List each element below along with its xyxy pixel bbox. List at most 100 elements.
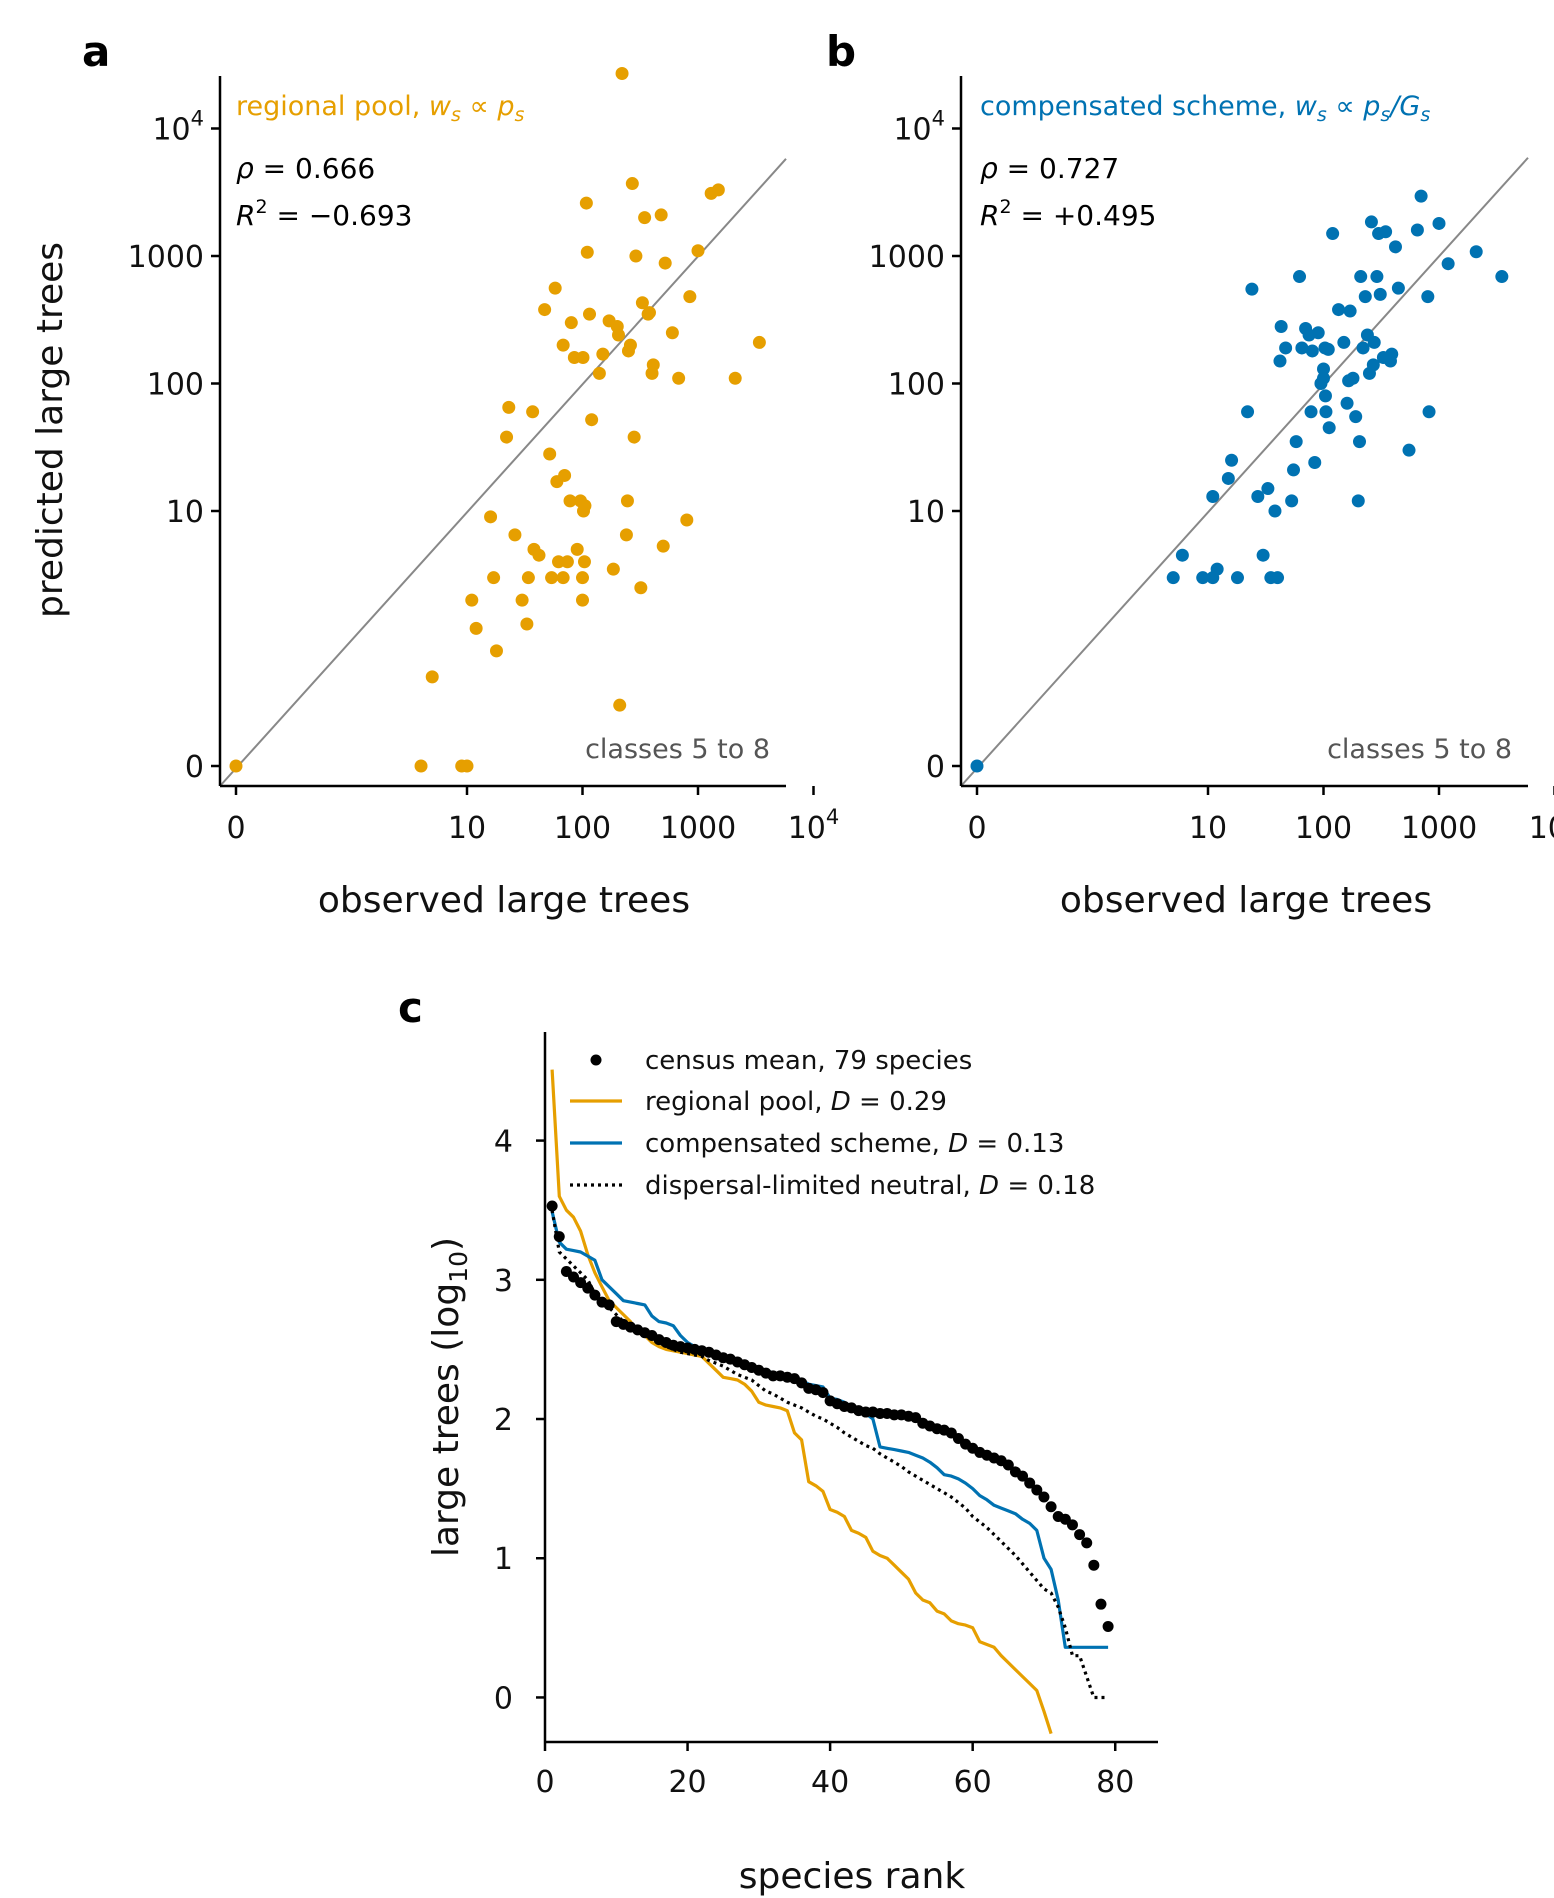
data-point: [1295, 341, 1309, 355]
data-point: [1245, 282, 1259, 296]
census-point: [1088, 1559, 1100, 1571]
x-tick-label: 10: [448, 811, 486, 846]
panel-label-a: a: [82, 27, 110, 76]
census-point: [1102, 1620, 1114, 1632]
panel-a-ylabel: predicted large trees: [30, 242, 71, 618]
census-point: [553, 1231, 565, 1243]
data-point: [465, 593, 479, 607]
data-point: [1421, 290, 1435, 304]
y-tick-label: 1000: [869, 240, 945, 275]
data-point: [1364, 215, 1378, 229]
data-point: [556, 338, 570, 352]
data-point: [711, 183, 725, 197]
data-point: [580, 245, 594, 259]
census-point: [1038, 1491, 1050, 1503]
data-point: [665, 326, 679, 340]
data-point: [691, 244, 705, 258]
data-point: [1317, 371, 1330, 385]
data-point: [484, 510, 498, 524]
data-point: [1321, 342, 1335, 356]
data-point: [229, 759, 243, 773]
y-tick-label: 10: [166, 495, 204, 530]
data-point: [642, 306, 656, 320]
census-point: [1024, 1477, 1036, 1489]
data-point: [620, 494, 634, 508]
data-point: [1221, 471, 1235, 485]
data-point: [1337, 335, 1351, 349]
data-point: [489, 644, 503, 658]
data-point: [1230, 571, 1244, 585]
x-tick-label: 80: [1096, 1765, 1134, 1800]
data-point: [425, 670, 439, 684]
data-point: [414, 759, 428, 773]
data-point: [1385, 347, 1399, 361]
y-tick-label: 100: [888, 368, 945, 403]
data-point: [502, 400, 516, 414]
panel-b-rho: ρ = 0.727: [980, 152, 1119, 185]
panel-b-annotation: compensated scheme, ws ∝ ps/Gs: [980, 91, 1430, 126]
data-point: [515, 593, 529, 607]
x-tick-label: 100: [1295, 811, 1352, 846]
data-point: [1287, 463, 1301, 477]
data-point: [1251, 489, 1265, 503]
data-point: [1326, 227, 1340, 241]
data-point: [1340, 396, 1354, 410]
panel-a: a regional pool, ws ∝ ps ρ = 0.666 R2 = …: [30, 27, 839, 921]
x-tick-label: 40: [811, 1765, 849, 1800]
data-point: [532, 548, 546, 562]
panel-b: b compensated scheme, ws ∝ ps/Gs ρ = 0.7…: [826, 27, 1554, 921]
panel-c: c 0 20 40 60 80 0 1 2 3 4 species rank large tre…: [398, 983, 1158, 1897]
panel-b-xlabel: observed large trees: [1060, 880, 1432, 921]
data-point: [635, 296, 649, 310]
legend-marker: [590, 1054, 602, 1066]
x-tick-label: 104: [1529, 805, 1554, 846]
data-point: [1308, 456, 1322, 470]
data-point: [564, 316, 578, 330]
data-point: [1373, 287, 1387, 301]
data-point: [615, 67, 629, 81]
panel-c-ylabel: large trees (log10): [426, 1237, 473, 1557]
data-point: [585, 413, 599, 427]
data-point: [612, 328, 626, 342]
data-point: [1422, 405, 1436, 419]
legend-label: dispersal-limited neutral, D = 0.18: [645, 1171, 1095, 1201]
data-point: [1379, 225, 1393, 239]
census-point: [603, 1299, 615, 1311]
data-point: [1495, 270, 1509, 284]
neutral-line: [550, 1209, 1109, 1700]
census-point: [546, 1200, 558, 1212]
legend: census mean, 79 species regional pool, D …: [570, 1046, 1095, 1201]
data-point: [583, 307, 597, 321]
data-point: [1388, 240, 1402, 254]
data-point: [487, 571, 501, 585]
data-point: [656, 539, 670, 553]
data-point: [576, 350, 590, 364]
data-point: [654, 208, 668, 222]
data-point: [1469, 245, 1483, 259]
data-point: [460, 759, 474, 773]
census-point: [1081, 1537, 1093, 1549]
data-point: [578, 499, 592, 513]
y-tick-label: 2: [494, 1403, 513, 1438]
data-point: [1356, 341, 1370, 355]
data-point: [1414, 189, 1428, 203]
data-point: [1273, 354, 1287, 368]
census-point: [582, 1282, 594, 1294]
data-point: [576, 571, 589, 585]
y-tick-label: 4: [494, 1125, 513, 1160]
data-point: [625, 177, 639, 191]
y-tick-label: 3: [494, 1264, 513, 1299]
data-point: [1166, 571, 1180, 585]
data-point: [1319, 405, 1333, 419]
compensated-line: [550, 1211, 1109, 1649]
x-tick-label: 0: [967, 811, 986, 846]
data-point: [558, 468, 572, 482]
census-point: [1017, 1470, 1029, 1482]
regional-pool-line: [550, 1069, 1053, 1735]
census-point: [1074, 1529, 1086, 1541]
data-point: [1358, 290, 1372, 304]
data-point: [1367, 335, 1381, 349]
census-point: [1002, 1459, 1014, 1471]
data-point: [1241, 405, 1255, 419]
